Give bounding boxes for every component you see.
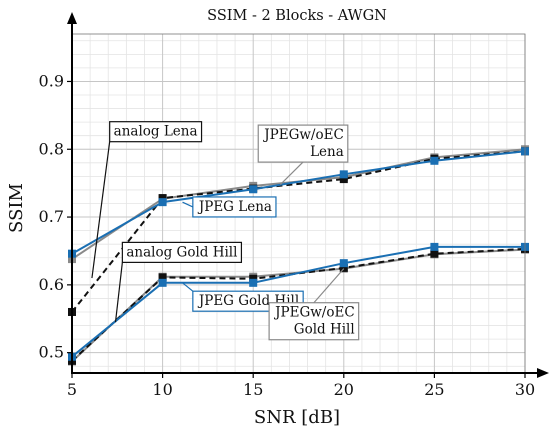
annotation-leader-line	[91, 141, 111, 279]
annotation-layer: analog Lena JPEG Lena analog Gold Hill JPEG…	[91, 121, 360, 341]
y-tick-label: 0.9	[39, 71, 64, 90]
data-point	[430, 249, 439, 258]
x-tick-label: 15	[243, 380, 263, 399]
annotation-leader-line	[279, 161, 304, 185]
data-point	[158, 194, 167, 203]
data-point	[249, 278, 258, 287]
data-point	[430, 242, 439, 251]
data-point	[339, 263, 348, 272]
x-tick-label: 30	[515, 380, 535, 399]
axes: 5 10 15 20 25 30 0.5 0.6 0.7 0.8 0.9	[39, 12, 549, 399]
data-point	[430, 156, 439, 165]
annotation-leader-line	[114, 262, 123, 323]
y-tick-label: 0.7	[39, 207, 64, 226]
data-point	[339, 259, 348, 268]
annotation-box	[192, 196, 277, 218]
y-tick-label: 0.5	[39, 343, 64, 362]
y-axis-arrowhead	[67, 12, 77, 24]
data-point	[158, 278, 167, 287]
annotation-box	[257, 124, 349, 163]
annotation-text: Lena	[310, 144, 344, 160]
data-point	[339, 175, 348, 184]
annotation-box	[268, 302, 360, 341]
annotation-text: JPEG Lena	[197, 199, 272, 215]
annotation-box	[109, 121, 203, 143]
annotation-box	[121, 241, 243, 263]
annotation-text: JPEGw/oEC	[273, 305, 355, 321]
data-point	[249, 185, 258, 194]
annotation-leader-line	[313, 268, 345, 304]
series-line	[71, 247, 526, 362]
data-point	[158, 198, 167, 207]
series-line	[71, 245, 525, 358]
series-line	[71, 150, 526, 313]
x-tick-label: 5	[67, 380, 77, 399]
annotation-text: analog Lena	[114, 124, 198, 140]
x-tick-label: 10	[152, 380, 172, 399]
y-tick-label: 0.8	[39, 139, 64, 158]
data-point	[158, 273, 167, 282]
annotation-text: Gold Hill	[294, 322, 355, 338]
annotation-text: JPEGw/oEC	[262, 127, 344, 143]
y-axis-label: SSIM	[6, 183, 27, 233]
annotation-leader-line	[182, 201, 194, 208]
annotation-text: analog Gold Hill	[126, 244, 237, 260]
data-point	[249, 274, 258, 283]
x-tick-label: 25	[424, 380, 444, 399]
x-axis-arrowhead	[537, 368, 549, 378]
chart-title: SSIM - 2 Blocks - AWGN	[207, 8, 387, 24]
data-point	[339, 170, 348, 179]
y-tick-label: 0.6	[39, 275, 64, 294]
x-tick-label: 20	[334, 380, 354, 399]
series-line	[71, 150, 526, 255]
annotation-leader-line	[182, 282, 194, 292]
x-axis-label: SNR [dB]	[254, 407, 340, 428]
